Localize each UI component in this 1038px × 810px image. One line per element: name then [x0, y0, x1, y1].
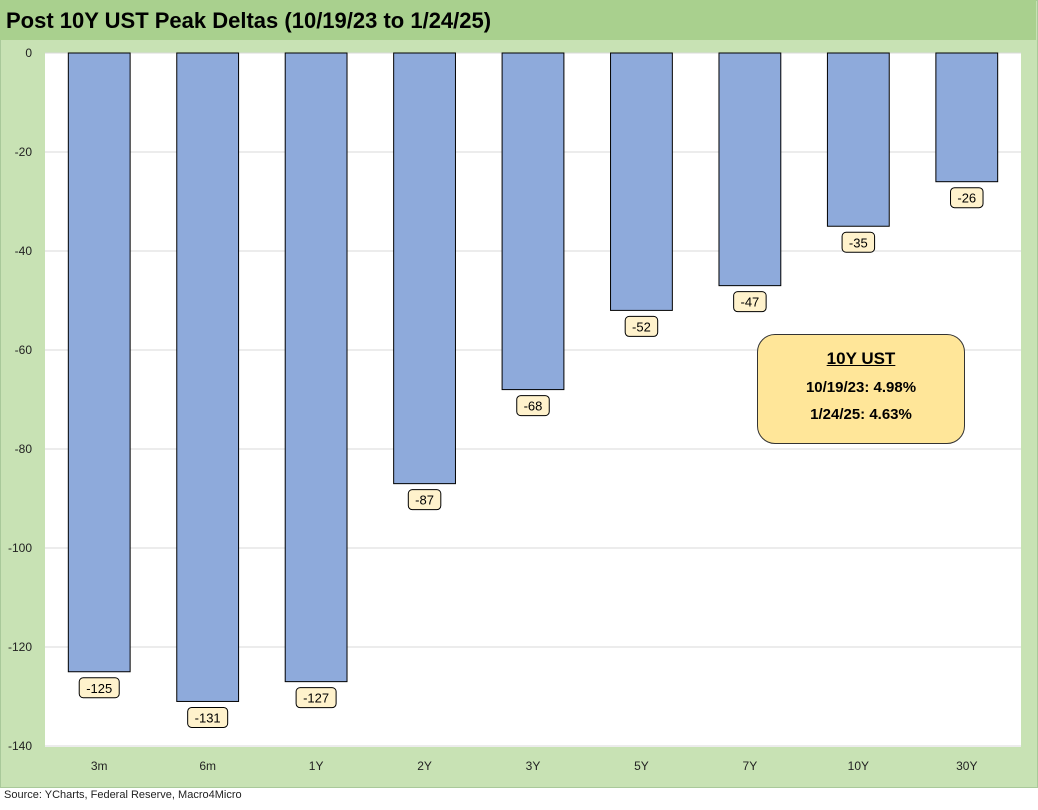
x-tick-label: 6m [199, 759, 216, 773]
data-label: -68 [524, 399, 543, 414]
y-tick-label: -20 [15, 145, 33, 159]
data-label: -52 [632, 319, 651, 334]
callout-box: 10Y UST 10/19/23: 4.98% 1/24/25: 4.63% [757, 334, 965, 444]
bar [393, 52, 456, 485]
chart-title: Post 10Y UST Peak Deltas (10/19/23 to 1/… [6, 8, 492, 33]
data-label: -127 [303, 691, 329, 706]
y-tick-label: 0 [25, 46, 32, 60]
y-tick-label: -140 [8, 739, 32, 753]
x-tick-label: 10Y [848, 759, 869, 773]
data-label-box [733, 291, 767, 313]
x-tick-label: 7Y [743, 759, 758, 773]
x-tick-label: 1Y [309, 759, 324, 773]
data-label-box [950, 187, 984, 209]
callout-line-end: 1/24/25: 4.63% [810, 406, 912, 423]
data-label-box [841, 231, 876, 253]
x-tick-label: 3Y [526, 759, 541, 773]
bar [284, 52, 348, 683]
y-tick-label: -40 [15, 244, 33, 258]
y-tick-label: -60 [15, 343, 33, 357]
x-tick-label: 2Y [417, 759, 432, 773]
data-label: -87 [415, 493, 434, 508]
x-tick-label: 5Y [634, 759, 649, 773]
data-label-box [187, 706, 229, 728]
bar [501, 52, 565, 391]
bar [935, 52, 999, 183]
y-tick-label: -100 [8, 541, 32, 555]
data-label-box [516, 395, 550, 417]
bar [67, 52, 131, 673]
data-label-box [78, 677, 120, 699]
x-tick-label: 30Y [956, 759, 977, 773]
bar [176, 52, 240, 702]
data-label: -35 [849, 235, 868, 250]
data-label: -131 [195, 710, 221, 725]
data-label-box [407, 489, 442, 511]
bar [826, 52, 890, 227]
y-tick-label: -120 [8, 640, 32, 654]
data-label: -125 [86, 681, 112, 696]
y-tick-label: -80 [15, 442, 33, 456]
data-label-box [624, 315, 659, 337]
data-label: -47 [740, 295, 759, 310]
source-note: Source: YCharts, Federal Reserve, Macro4… [4, 789, 242, 801]
data-label-box [295, 687, 337, 709]
x-tick-label: 3m [91, 759, 108, 773]
title-bar: Post 10Y UST Peak Deltas (10/19/23 to 1/… [0, 0, 1036, 40]
callout-line-start: 10/19/23: 4.98% [805, 379, 917, 396]
bar [610, 52, 673, 311]
data-label: -26 [957, 191, 976, 206]
callout-title: 10Y UST [826, 349, 896, 368]
bar [718, 52, 782, 287]
